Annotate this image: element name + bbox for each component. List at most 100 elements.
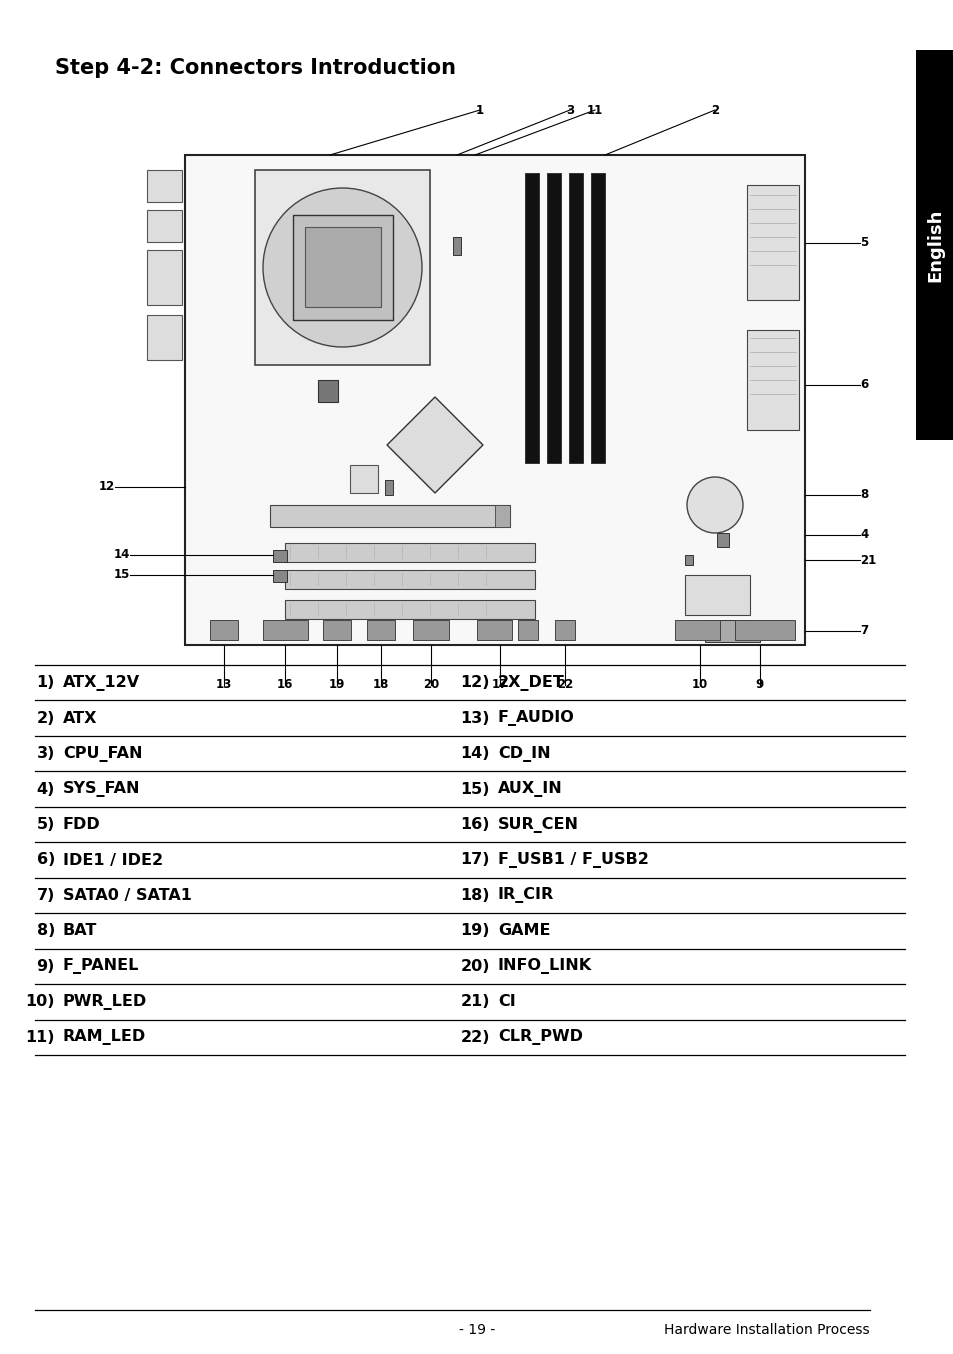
Bar [717, 533, 728, 547]
Bar [293, 215, 393, 320]
Bar [350, 464, 377, 493]
Bar [746, 330, 799, 431]
Text: 6: 6 [859, 379, 867, 391]
Text: 10): 10) [26, 994, 55, 1009]
Bar [273, 550, 287, 562]
Text: 6): 6) [36, 853, 55, 868]
Bar [147, 315, 182, 360]
Bar [185, 154, 804, 645]
Bar [385, 481, 393, 496]
Text: 2X_DET: 2X_DET [497, 674, 564, 691]
Text: 17: 17 [492, 678, 508, 692]
Bar [476, 620, 512, 640]
Text: 1): 1) [36, 676, 55, 691]
Text: 8: 8 [859, 489, 867, 501]
Bar [915, 50, 953, 440]
Text: INFO_LINK: INFO_LINK [497, 959, 592, 975]
Text: 18: 18 [373, 678, 389, 692]
Bar [746, 185, 799, 301]
Bar [147, 250, 182, 305]
Text: IDE1 / IDE2: IDE1 / IDE2 [63, 853, 163, 868]
Text: ATX: ATX [63, 711, 97, 726]
Text: BAT: BAT [63, 923, 97, 938]
Bar [413, 620, 449, 640]
Circle shape [686, 477, 742, 533]
Text: 13: 13 [215, 678, 232, 692]
Text: CLR_PWD: CLR_PWD [497, 1029, 582, 1045]
Text: 12): 12) [460, 676, 490, 691]
Bar [263, 620, 308, 640]
Text: 19): 19) [460, 923, 490, 938]
Bar [555, 620, 575, 640]
Text: 14): 14) [460, 746, 490, 761]
Text: 2): 2) [36, 711, 55, 726]
Bar [305, 227, 380, 307]
Bar [270, 505, 510, 527]
Bar [285, 600, 535, 619]
Text: CI: CI [497, 994, 516, 1009]
Polygon shape [387, 397, 482, 493]
Bar [285, 570, 535, 589]
Bar [317, 380, 337, 402]
Text: 20: 20 [422, 678, 438, 692]
Text: PWR_LED: PWR_LED [63, 994, 147, 1010]
Text: 5): 5) [36, 816, 55, 833]
Bar [254, 171, 430, 366]
Text: 3): 3) [36, 746, 55, 761]
Text: 11: 11 [586, 103, 602, 116]
Text: Step 4-2: Connectors Introduction: Step 4-2: Connectors Introduction [55, 58, 456, 79]
Bar [210, 620, 237, 640]
Text: SUR_CEN: SUR_CEN [497, 816, 578, 833]
Text: 11): 11) [26, 1030, 55, 1045]
Bar [734, 620, 794, 640]
Bar [546, 173, 560, 463]
Text: RAM_LED: RAM_LED [63, 1029, 146, 1045]
Text: F_USB1 / F_USB2: F_USB1 / F_USB2 [497, 852, 648, 868]
Text: SATA0 / SATA1: SATA0 / SATA1 [63, 888, 192, 903]
Text: 22: 22 [557, 678, 573, 692]
Bar [675, 620, 720, 640]
Text: CPU_FAN: CPU_FAN [63, 746, 142, 762]
Bar [517, 620, 537, 640]
Text: 12: 12 [99, 481, 115, 493]
Circle shape [263, 188, 421, 347]
Text: CD_IN: CD_IN [497, 746, 550, 762]
Text: 19: 19 [329, 678, 345, 692]
Text: 4: 4 [859, 528, 867, 542]
Text: 15): 15) [460, 781, 490, 796]
Text: 20): 20) [460, 959, 490, 974]
Text: GAME: GAME [497, 923, 550, 938]
Bar [147, 171, 182, 202]
Text: Hardware Installation Process: Hardware Installation Process [663, 1323, 869, 1336]
Text: 7): 7) [36, 888, 55, 903]
Bar [704, 620, 760, 642]
Text: English: English [925, 209, 943, 282]
Text: 21): 21) [460, 994, 490, 1009]
Bar [684, 555, 692, 565]
Bar [684, 575, 749, 615]
Text: 16): 16) [460, 816, 490, 833]
Text: 21: 21 [859, 554, 876, 566]
Text: 18): 18) [460, 888, 490, 903]
Text: SYS_FAN: SYS_FAN [63, 781, 140, 798]
Text: 13): 13) [460, 711, 490, 726]
Bar [568, 173, 582, 463]
Text: 9: 9 [755, 678, 763, 692]
Text: 14: 14 [113, 548, 130, 562]
Text: 1: 1 [476, 103, 483, 116]
Text: 8): 8) [36, 923, 55, 938]
Bar [590, 173, 604, 463]
Bar [285, 543, 535, 562]
Text: 5: 5 [859, 237, 867, 249]
Text: 16: 16 [276, 678, 293, 692]
Bar [495, 505, 510, 527]
Text: IR_CIR: IR_CIR [497, 887, 554, 903]
Text: F_AUDIO: F_AUDIO [497, 711, 574, 726]
Text: 15: 15 [113, 569, 130, 581]
Text: 4): 4) [36, 781, 55, 796]
Text: F_PANEL: F_PANEL [63, 959, 139, 975]
Text: 7: 7 [859, 624, 867, 638]
Bar [524, 173, 538, 463]
Text: FDD: FDD [63, 816, 101, 833]
Text: - 19 -: - 19 - [458, 1323, 495, 1336]
